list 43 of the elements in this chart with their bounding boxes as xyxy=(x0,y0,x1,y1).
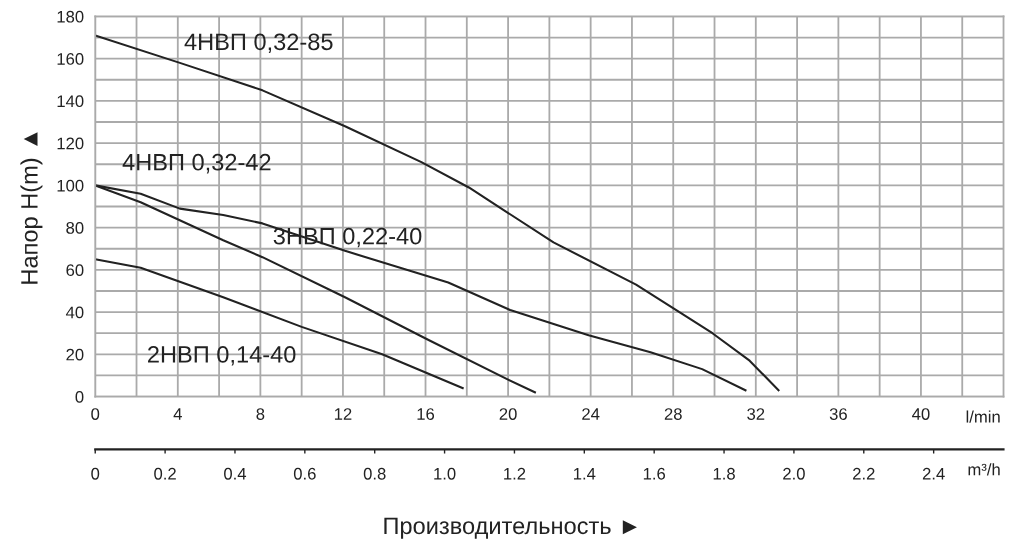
y-tick-label: 40 xyxy=(65,306,84,319)
x2-tick-label: 2.0 xyxy=(783,467,805,480)
x2-axis-title: m³/h xyxy=(968,463,1000,476)
x2-tick-label: 1.4 xyxy=(574,468,596,480)
y-tick-label: 0 xyxy=(75,390,84,403)
x-tick-label: 24 xyxy=(582,408,600,420)
x2-tick-label: 1.2 xyxy=(504,467,526,480)
x-tick-label: 12 xyxy=(334,408,352,420)
y-tick-label: 80 xyxy=(66,222,84,234)
y-tick-label: 160 xyxy=(57,53,84,65)
x2-tick-label: 0 xyxy=(91,467,100,480)
x2-tick-label: 1.0 xyxy=(434,467,456,480)
line-series xyxy=(95,258,464,390)
x2-tick-label: 0.6 xyxy=(293,467,316,480)
x2-tick-label: 1.6 xyxy=(643,467,666,480)
x-axis-title: Производительность ► xyxy=(384,517,637,539)
series-label: 4НВП 0,32-42 xyxy=(122,153,271,174)
series-label: 2НВП 0,14-40 xyxy=(148,346,296,366)
y-tick-label: 140 xyxy=(57,95,84,108)
x-tick-label: 40 xyxy=(912,408,930,420)
y-tick-label: 60 xyxy=(66,264,84,277)
x2-tick-label: 0.4 xyxy=(224,467,247,480)
x2-tick-label: 1.8 xyxy=(713,467,735,480)
y-axis-title: Напор H(m) ▲ xyxy=(20,132,43,284)
x-tick-label: 4 xyxy=(173,408,182,420)
x2-tick-label: 2.4 xyxy=(922,467,945,480)
x-tick-label: 8 xyxy=(256,408,265,420)
text: l/min xyxy=(966,410,1000,423)
x2-tick-label: 0.8 xyxy=(363,467,386,480)
x-tick-label: 16 xyxy=(417,408,435,420)
x-tick-label: 36 xyxy=(829,408,847,420)
x-tick-label: 20 xyxy=(499,408,517,420)
x-tick-label: 28 xyxy=(664,408,682,420)
x-tick-label: 0 xyxy=(91,408,100,420)
x-tick-label: 32 xyxy=(747,408,765,420)
x2-tick-label: 0.2 xyxy=(154,467,176,480)
series-label: 4НВП 0,32-85 xyxy=(184,33,333,53)
y-tick-label: 20 xyxy=(66,348,84,361)
x2-tick-label: 2.2 xyxy=(853,467,875,480)
y-tick-label: 120 xyxy=(57,137,84,150)
line-series xyxy=(95,34,780,392)
y-tick-label: 100 xyxy=(57,179,84,192)
y-tick-label: 180 xyxy=(57,10,84,23)
